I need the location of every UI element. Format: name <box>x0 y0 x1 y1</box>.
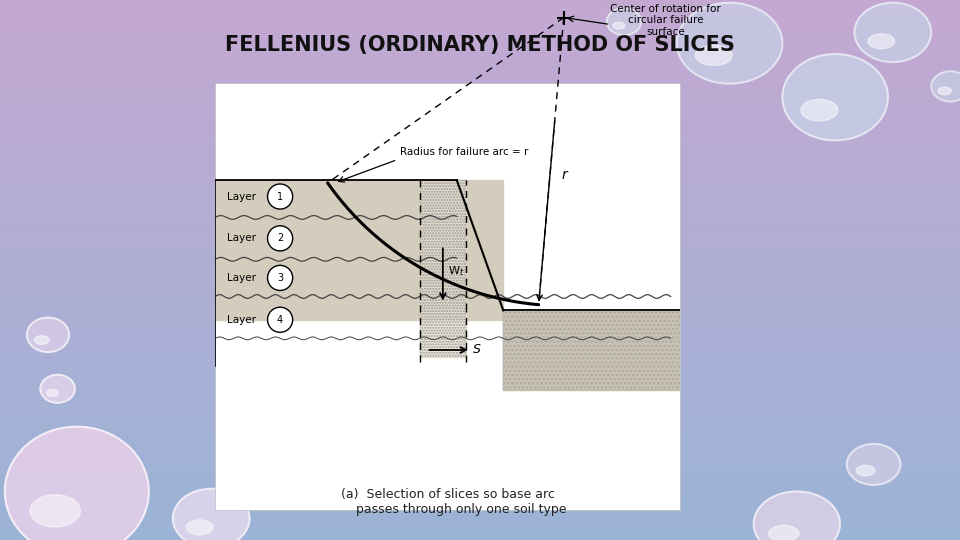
Ellipse shape <box>607 8 641 35</box>
Polygon shape <box>457 180 503 320</box>
Ellipse shape <box>27 318 69 352</box>
Text: 3: 3 <box>277 273 283 283</box>
Ellipse shape <box>856 465 875 476</box>
Circle shape <box>268 307 293 332</box>
Circle shape <box>268 226 293 251</box>
Bar <box>215 83 680 510</box>
Ellipse shape <box>30 495 81 527</box>
Ellipse shape <box>868 34 895 49</box>
Text: 2: 2 <box>277 233 283 244</box>
Text: r: r <box>562 168 567 183</box>
Text: 4: 4 <box>277 315 283 325</box>
Ellipse shape <box>173 489 250 540</box>
Text: (a)  Selection of slices so base arc
       passes through only one soil type: (a) Selection of slices so base arc pass… <box>328 488 566 516</box>
Ellipse shape <box>46 389 59 396</box>
Text: Layer: Layer <box>227 273 255 283</box>
Ellipse shape <box>782 54 888 140</box>
Ellipse shape <box>677 3 782 84</box>
Circle shape <box>268 184 293 209</box>
Ellipse shape <box>769 525 799 540</box>
Ellipse shape <box>40 375 75 403</box>
Polygon shape <box>503 310 680 389</box>
Ellipse shape <box>931 71 960 102</box>
Ellipse shape <box>938 87 951 94</box>
Ellipse shape <box>854 3 931 62</box>
Text: FELLENIUS (ORDINARY) METHOD OF SLICES: FELLENIUS (ORDINARY) METHOD OF SLICES <box>225 35 735 55</box>
Text: Layer: Layer <box>227 192 255 201</box>
Ellipse shape <box>695 45 732 65</box>
Ellipse shape <box>35 336 49 345</box>
Ellipse shape <box>612 22 625 29</box>
Text: S: S <box>473 343 481 356</box>
Polygon shape <box>420 180 467 357</box>
Text: 1: 1 <box>277 192 283 201</box>
Ellipse shape <box>754 491 840 540</box>
Text: Radius for failure arc = r: Radius for failure arc = r <box>399 147 528 157</box>
Polygon shape <box>215 180 457 320</box>
Text: Center of rotation for
circular failure
surface: Center of rotation for circular failure … <box>611 4 721 37</box>
Text: W$_t$: W$_t$ <box>448 264 465 278</box>
Ellipse shape <box>801 99 838 121</box>
Ellipse shape <box>5 427 149 540</box>
Ellipse shape <box>847 444 900 485</box>
Circle shape <box>268 265 293 291</box>
Ellipse shape <box>186 520 213 535</box>
Text: Layer: Layer <box>227 233 255 244</box>
Text: Layer: Layer <box>227 315 255 325</box>
